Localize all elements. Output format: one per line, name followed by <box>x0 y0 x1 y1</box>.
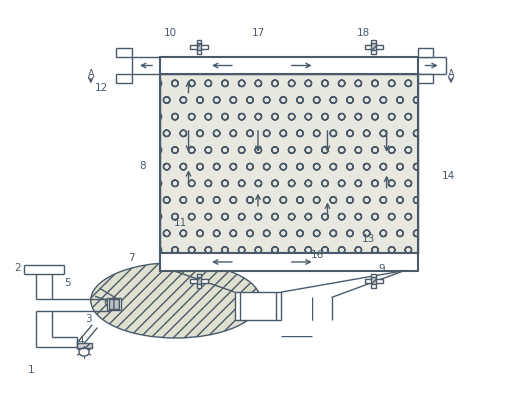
Bar <box>117 74 132 83</box>
Bar <box>197 43 201 50</box>
Ellipse shape <box>91 263 261 338</box>
Text: A: A <box>448 69 454 79</box>
Text: 18: 18 <box>357 28 370 38</box>
Text: 3: 3 <box>85 314 91 324</box>
Bar <box>160 74 417 254</box>
Bar <box>365 279 383 283</box>
Bar <box>235 292 281 320</box>
Bar <box>372 277 376 284</box>
Bar <box>107 298 121 310</box>
Text: 12: 12 <box>94 83 108 93</box>
Bar <box>372 43 376 50</box>
Text: 17: 17 <box>251 28 265 38</box>
Text: 7: 7 <box>128 253 135 263</box>
Bar <box>281 296 312 336</box>
Text: 8: 8 <box>139 161 146 171</box>
Bar <box>77 343 92 348</box>
Bar <box>365 45 383 49</box>
Bar <box>197 277 201 284</box>
Text: 1: 1 <box>28 364 35 375</box>
Text: 13: 13 <box>362 234 375 244</box>
Bar <box>109 299 119 309</box>
Text: 11: 11 <box>174 218 187 228</box>
Bar <box>160 74 417 254</box>
Bar <box>197 40 201 54</box>
Bar <box>160 254 417 270</box>
Text: 5: 5 <box>64 278 71 288</box>
Text: A: A <box>87 69 94 79</box>
Bar <box>190 45 208 49</box>
Bar <box>417 48 433 57</box>
Bar <box>372 274 376 288</box>
Bar <box>417 74 433 83</box>
Bar <box>160 57 417 74</box>
Text: 2: 2 <box>14 263 21 273</box>
Text: 10: 10 <box>164 28 177 38</box>
Text: 16: 16 <box>311 250 324 261</box>
Bar <box>117 48 132 57</box>
Bar <box>190 279 208 283</box>
Text: 9: 9 <box>378 264 385 274</box>
Text: 14: 14 <box>442 171 455 181</box>
Bar <box>197 274 201 288</box>
Text: 6: 6 <box>103 298 109 308</box>
Bar <box>372 40 376 54</box>
Text: 4: 4 <box>77 336 84 346</box>
